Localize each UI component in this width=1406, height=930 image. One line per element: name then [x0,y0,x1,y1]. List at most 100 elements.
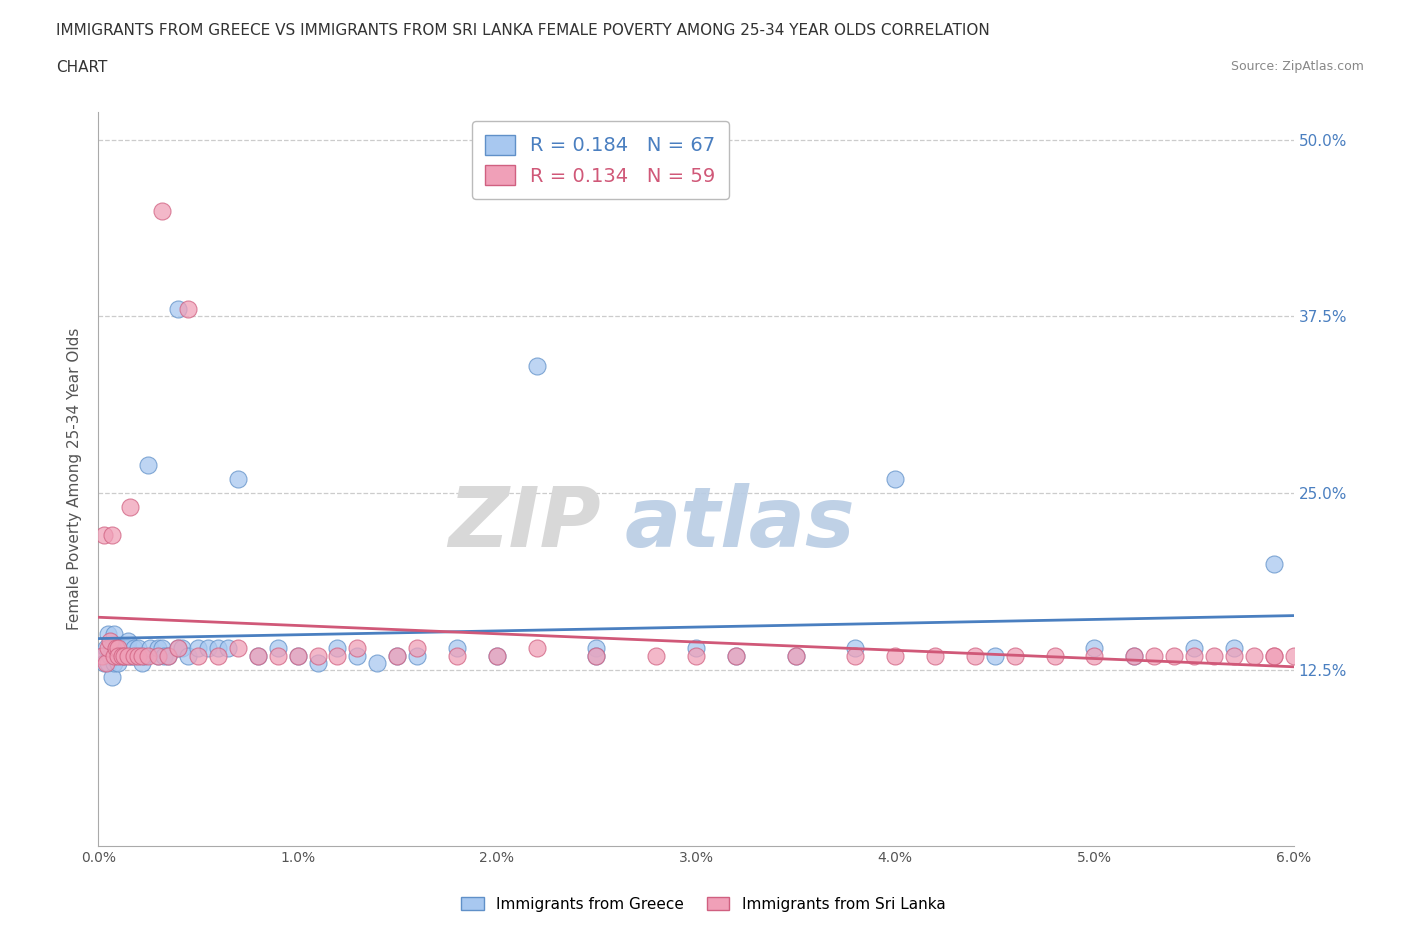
Point [127,648,149,663]
Point [287,648,309,663]
Point [1083,641,1105,656]
Point [120,499,142,514]
Point [136,648,159,663]
Point [884,648,907,663]
Point [785,648,807,663]
Point [107,641,129,656]
Point [120,648,142,663]
Point [93,656,115,671]
Point [127,641,149,656]
Point [685,641,707,656]
Point [585,641,607,656]
Point [307,656,329,671]
Point [107,656,129,671]
Point [112,648,135,663]
Point [1123,648,1146,663]
Point [197,641,219,656]
Point [177,302,200,317]
Point [131,656,153,671]
Point [172,641,194,656]
Point [121,648,143,663]
Point [267,641,290,656]
Point [485,648,508,663]
Point [101,641,124,656]
Point [96,656,118,671]
Point [153,648,176,663]
Point [326,641,349,656]
Point [148,641,170,656]
Point [1263,648,1285,663]
Point [246,648,269,663]
Point [139,641,162,656]
Point [1263,556,1285,571]
Point [115,641,138,656]
Point [187,641,209,656]
Point [112,648,135,663]
Point [585,648,607,663]
Point [1182,648,1205,663]
Point [785,648,807,663]
Point [526,358,548,373]
Text: atlas: atlas [624,483,855,564]
Point [226,472,249,486]
Text: ZIP: ZIP [447,483,600,564]
Point [446,641,468,656]
Point [157,648,180,663]
Point [326,648,349,663]
Point [150,641,173,656]
Point [103,656,125,671]
Point [101,528,124,543]
Point [148,648,170,663]
Point [105,641,128,656]
Point [157,648,180,663]
Point [346,648,368,663]
Point [1223,648,1246,663]
Point [136,458,159,472]
Y-axis label: Female Poverty Among 25-34 Year Olds: Female Poverty Among 25-34 Year Olds [67,327,83,631]
Point [884,472,907,486]
Point [963,648,986,663]
Point [645,648,668,663]
Point [685,648,707,663]
Point [103,648,125,663]
Point [406,641,429,656]
Point [526,641,548,656]
Point [103,627,125,642]
Point [207,648,229,663]
Point [385,648,409,663]
Point [366,656,388,671]
Point [93,528,115,543]
Point [1202,648,1225,663]
Point [446,648,468,663]
Point [177,648,200,663]
Point [117,648,139,663]
Point [117,641,139,656]
Point [187,648,209,663]
Point [117,634,139,649]
Point [267,648,290,663]
Point [131,648,153,663]
Point [148,648,170,663]
Point [724,648,747,663]
Point [287,648,309,663]
Point [91,648,114,663]
Point [1263,648,1285,663]
Point [1004,648,1026,663]
Point [1123,648,1146,663]
Point [1083,648,1105,663]
Point [124,648,146,663]
Point [167,641,190,656]
Point [167,302,190,317]
Point [97,627,120,642]
Point [1163,648,1185,663]
Point [97,641,120,656]
Point [167,641,190,656]
Point [585,648,607,663]
Point [134,648,156,663]
Legend: Immigrants from Greece, Immigrants from Sri Lanka: Immigrants from Greece, Immigrants from … [454,890,952,918]
Point [124,641,146,656]
Point [207,641,229,656]
Point [406,648,429,663]
Point [1143,648,1166,663]
Point [150,203,173,218]
